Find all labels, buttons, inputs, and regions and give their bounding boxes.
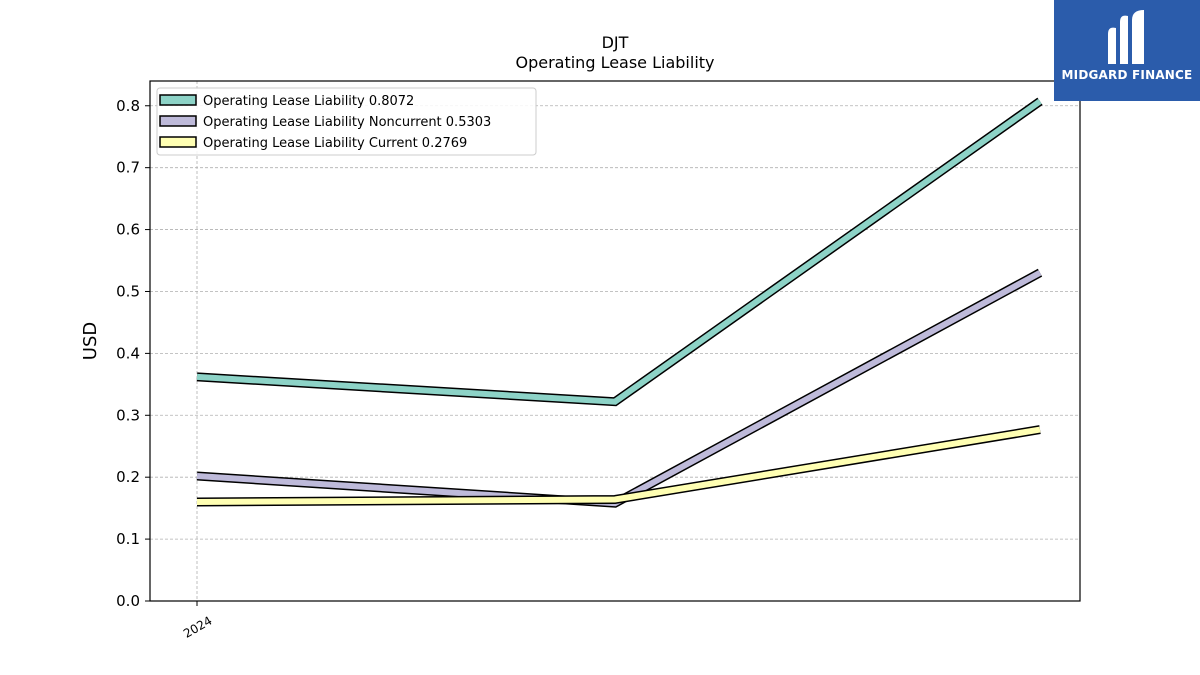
y-tick-label: 0.3 <box>116 406 140 424</box>
series-line <box>196 98 1042 405</box>
grid <box>150 81 1080 602</box>
legend-entry: Operating Lease Liability Current 0.2769 <box>203 136 467 151</box>
legend-entry: Operating Lease Liability Noncurrent 0.5… <box>203 115 491 130</box>
y-tick-label: 0.1 <box>116 530 140 548</box>
y-tick-label: 0.5 <box>116 282 140 300</box>
legend-swatch <box>159 94 197 106</box>
plot-frame <box>149 80 1081 602</box>
x-axis: 2024 <box>181 601 215 641</box>
y-tick-label: 0.7 <box>116 159 140 177</box>
y-axis: 0.0 0.1 0.2 0.3 0.4 0.5 0.6 0.7 0.8 <box>116 97 150 610</box>
y-tick-label: 0.8 <box>116 97 140 115</box>
y-tick-label: 0.0 <box>116 592 140 610</box>
brand-name: MIDGARD FINANCE <box>1061 68 1193 82</box>
brand-mark-icon <box>1108 10 1144 65</box>
legend-swatch <box>159 115 197 127</box>
series-layer <box>196 97 1043 508</box>
chart-title: DJT <box>602 33 629 52</box>
legend-entry: Operating Lease Liability 0.8072 <box>203 94 414 109</box>
y-tick-label: 0.4 <box>116 344 140 362</box>
legend-box <box>156 87 537 156</box>
y-tick-label: 0.6 <box>116 221 140 239</box>
y-tick-label: 0.2 <box>116 468 140 486</box>
x-tick-label: 2024 <box>181 613 214 640</box>
series-line <box>196 426 1041 505</box>
y-axis-label: USD <box>80 322 101 360</box>
brand-logo: MIDGARD FINANCE <box>1054 0 1200 101</box>
series-line-outline <box>196 425 1041 507</box>
legend-swatch <box>159 136 197 148</box>
chart-subtitle: Operating Lease Liability <box>515 53 714 72</box>
legend: Operating Lease Liability 0.8072 Operatin… <box>156 87 537 156</box>
